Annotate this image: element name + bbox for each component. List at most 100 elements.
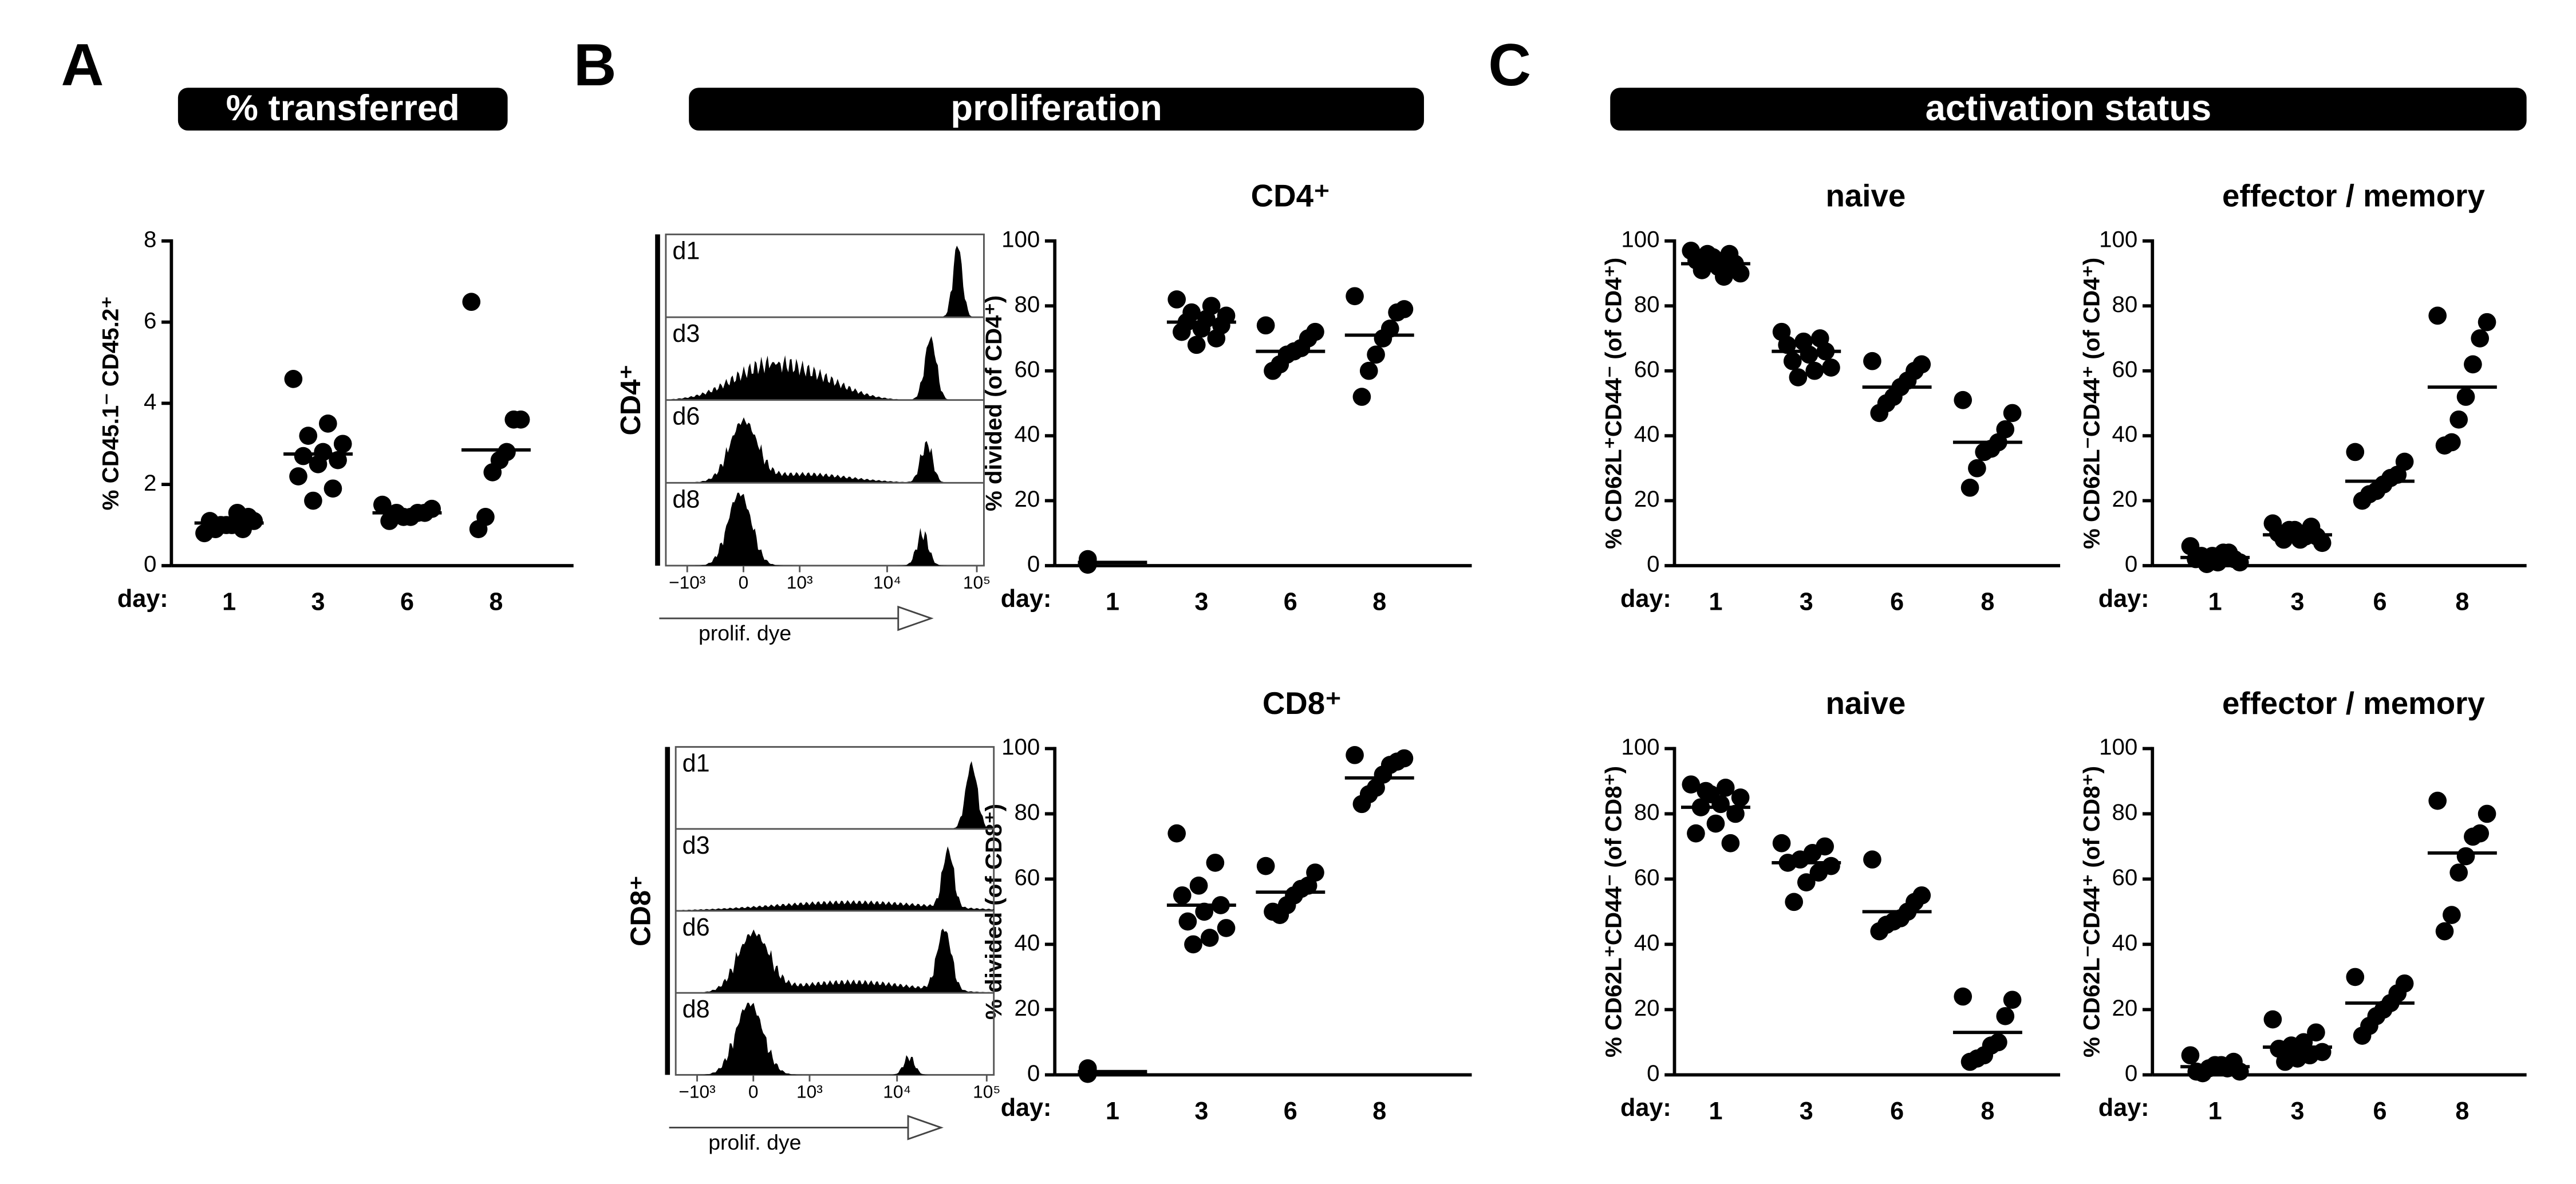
x-tick-label: 3 (1800, 589, 1813, 616)
data-point (483, 463, 502, 482)
data-point (2181, 1046, 2200, 1065)
y-axis-label: % CD62L⁻CD44⁺ (of CD4⁺) (2078, 258, 2104, 549)
data-point (1167, 290, 1186, 309)
y-tick-label: 60 (1634, 865, 1660, 890)
row-label: d6 (683, 914, 710, 941)
x-tick-label: 3 (1194, 589, 1208, 616)
data-point (2003, 404, 2022, 423)
x-tick-label: 8 (1372, 589, 1386, 616)
data-point (1206, 854, 1225, 872)
data-point (2456, 847, 2475, 866)
y-tick-label: 100 (2099, 734, 2137, 760)
data-point (324, 479, 342, 498)
y-axis-label: % CD62L⁺CD44⁻ (of CD8⁺) (1601, 766, 1627, 1057)
data-point (211, 516, 230, 534)
histogram (676, 761, 994, 829)
data-point (2428, 791, 2447, 810)
data-point (2443, 906, 2461, 924)
data-point (2307, 1023, 2325, 1042)
x-tick-label: 3 (1194, 1098, 1208, 1125)
y-tick-label: 20 (1634, 486, 1660, 512)
data-point (2449, 410, 2468, 429)
data-point (1256, 857, 1275, 875)
data-point (2313, 534, 2332, 552)
histogram (665, 417, 984, 483)
data-point (1687, 824, 1705, 843)
data-point (1996, 1007, 2015, 1025)
y-tick-label: 40 (1014, 421, 1040, 447)
data-point (2478, 804, 2496, 823)
data-point (1352, 795, 1371, 814)
data-point (1693, 261, 1711, 279)
data-point (2346, 443, 2365, 461)
y-tick-label: 60 (1634, 356, 1660, 382)
y-tick-label: 20 (2112, 995, 2138, 1021)
x-axis-label: day: (1620, 585, 1671, 613)
data-point (2435, 436, 2454, 455)
x-tick-label: 1 (1709, 589, 1722, 616)
x-tick-label: 1 (1709, 1098, 1722, 1125)
data-point (1078, 555, 1097, 574)
data-point (1797, 873, 1816, 891)
data-point (1954, 987, 1973, 1006)
data-point (2198, 555, 2216, 573)
x-tick-label: 8 (2455, 589, 2469, 616)
x-tick-label: 8 (1981, 589, 1994, 616)
y-tick-label: 0 (2125, 551, 2137, 577)
data-point (1954, 390, 1973, 409)
chart-title: CD4⁺ (1251, 178, 1330, 214)
y-tick-label: 60 (2112, 865, 2138, 890)
x-axis-label: prolif. dye (708, 1130, 801, 1154)
x-tick-label: 3 (1800, 1098, 1813, 1125)
y-tick-label: 0 (1647, 1060, 1659, 1086)
y-tick-label: 40 (2112, 930, 2138, 956)
x-tick-label: 10³ (787, 572, 813, 593)
data-point (1178, 912, 1197, 931)
data-point (1863, 850, 1881, 869)
y-tick-label: 0 (1027, 551, 1040, 577)
x-tick-label: 6 (2373, 589, 2386, 616)
histogram (676, 846, 994, 911)
data-point (2194, 1064, 2212, 1083)
data-point (1789, 368, 1808, 386)
y-axis-label: % CD45.1⁻ CD45.2⁺ (97, 296, 123, 510)
data-point (1809, 863, 1828, 882)
y-tick-label: 80 (2112, 799, 2138, 825)
y-tick-label: 60 (2112, 356, 2138, 382)
data-point (1731, 788, 1750, 807)
y-tick-label: 100 (1621, 734, 1659, 760)
data-point (462, 293, 481, 311)
data-point (244, 512, 263, 530)
data-point (1200, 929, 1219, 947)
data-point (2346, 968, 2365, 986)
data-point (1863, 352, 1881, 370)
x-tick-label: 6 (2373, 1098, 2386, 1125)
data-point (1367, 345, 1385, 364)
histogram (665, 245, 984, 318)
data-point (1960, 1052, 1979, 1071)
data-point (294, 447, 313, 465)
panel-label: A (61, 31, 104, 98)
header-text: proliferation (950, 88, 1162, 128)
y-tick-label: 20 (1634, 995, 1660, 1021)
y-tick-label: 6 (144, 307, 156, 333)
y-tick-label: 80 (1634, 291, 1660, 317)
data-point (1783, 352, 1802, 370)
y-tick-label: 80 (1014, 799, 1040, 825)
header-text: % transferred (226, 88, 460, 128)
y-tick-label: 0 (1647, 551, 1659, 577)
y-tick-label: 0 (1027, 1060, 1040, 1086)
y-tick-label: 80 (1634, 799, 1660, 825)
x-tick-label: 1 (2208, 1098, 2222, 1125)
x-tick-label: 1 (2208, 589, 2222, 616)
y-tick-label: 20 (1014, 486, 1040, 512)
data-point (1822, 358, 1840, 377)
data-point (2435, 922, 2454, 941)
y-tick-label: 100 (2099, 227, 2137, 252)
data-point (469, 520, 488, 538)
histogram (665, 492, 984, 566)
data-point (1716, 779, 1735, 797)
y-tick-label: 80 (2112, 291, 2138, 317)
x-tick-label: 6 (1890, 1098, 1904, 1125)
header-bar (689, 88, 1424, 131)
